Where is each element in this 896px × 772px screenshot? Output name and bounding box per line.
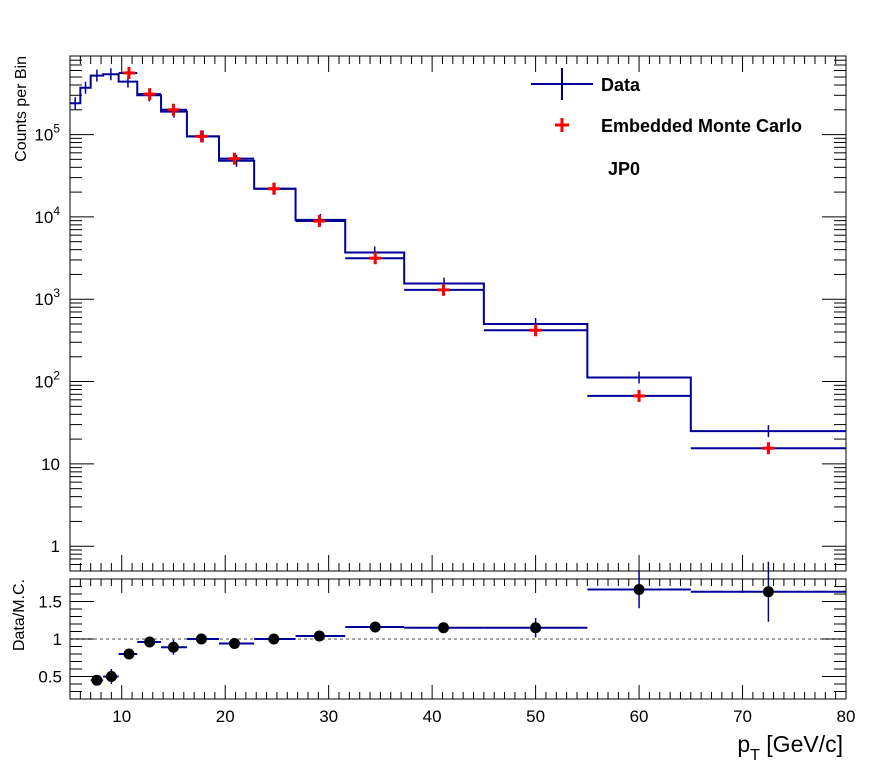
x-axis-title: pT [GeV/c] bbox=[737, 731, 843, 764]
ratio-point-marker bbox=[633, 584, 645, 595]
main-y-tick-label-base: 1 bbox=[51, 537, 60, 556]
ratio-point bbox=[587, 570, 691, 609]
data-step-line bbox=[70, 73, 846, 433]
x-tick-label: 10 bbox=[112, 707, 131, 726]
mc-point bbox=[267, 182, 280, 195]
ratio-y-tick-label: 1 bbox=[53, 630, 62, 649]
ratio-point-marker bbox=[123, 648, 135, 660]
x-tick-label: 80 bbox=[837, 707, 856, 726]
main-y-tick-label: 10 bbox=[41, 455, 60, 474]
x-tick-label: 40 bbox=[423, 707, 442, 726]
mc-point bbox=[762, 442, 775, 455]
main-y-tick-label-base: 10 bbox=[34, 373, 53, 392]
main-y-tick-label-base: 10 bbox=[34, 126, 53, 145]
ratio-point-marker bbox=[91, 674, 103, 686]
ratio-y-axis-title: Data/M.C. bbox=[11, 579, 28, 651]
mc-point bbox=[529, 324, 542, 337]
x-axis-title-main: p bbox=[737, 731, 750, 757]
ratio-point bbox=[254, 633, 296, 645]
ratio-point bbox=[161, 639, 187, 655]
ratio-y-tick-labels: 0.5 1 1.5 bbox=[38, 593, 62, 687]
mc-point bbox=[369, 252, 382, 265]
ratio-point-marker bbox=[762, 586, 774, 598]
main-y-tick-label: 102 bbox=[34, 369, 60, 392]
ratio-point-marker bbox=[167, 641, 179, 653]
x-tick-label: 60 bbox=[630, 707, 649, 726]
ratio-point-marker bbox=[195, 633, 207, 645]
main-y-tick-label-base: 10 bbox=[34, 208, 53, 227]
x-tick-label: 70 bbox=[733, 707, 752, 726]
main-y-tick-label-exponent: 5 bbox=[53, 122, 60, 136]
main-y-tick-label: 105 bbox=[34, 122, 60, 145]
ratio-point-marker bbox=[530, 622, 542, 634]
annotation-jp0: JP0 bbox=[608, 159, 640, 179]
ratio-point bbox=[103, 669, 119, 684]
ratio-point-marker bbox=[144, 636, 156, 648]
main-y-tick-label-base: 10 bbox=[41, 455, 60, 474]
main-series bbox=[70, 66, 846, 455]
x-tick-label: 20 bbox=[216, 707, 235, 726]
ratio-point-marker bbox=[438, 622, 450, 634]
main-plot-frame bbox=[69, 55, 847, 572]
ratio-point bbox=[404, 622, 484, 634]
ratio-panel: 0.5 1 1.5 10 20 30 40 50 60 70 80 Data/M.C. pT [G… bbox=[11, 561, 855, 764]
ratio-point-marker bbox=[229, 638, 241, 649]
main-y-axis-title: Counts per Bin bbox=[13, 56, 30, 162]
main-y-tick-label: 104 bbox=[34, 204, 60, 227]
main-y-tick-label-exponent: 4 bbox=[53, 204, 60, 218]
ratio-point bbox=[483, 618, 588, 638]
ratio-point-marker bbox=[369, 621, 381, 633]
ratio-point bbox=[690, 561, 846, 622]
ratio-point bbox=[90, 674, 104, 686]
ratio-axis-ticks bbox=[69, 578, 847, 700]
x-tick-label: 50 bbox=[526, 707, 545, 726]
ratio-point bbox=[186, 633, 219, 645]
legend-mc-label: Embedded Monte Carlo bbox=[601, 116, 802, 136]
ratio-point bbox=[345, 621, 405, 633]
x-axis-title-sub: T bbox=[750, 747, 760, 764]
ratio-point bbox=[118, 648, 138, 660]
mc-point bbox=[437, 283, 450, 296]
main-y-tick-label: 1 bbox=[51, 537, 60, 556]
ratio-series bbox=[90, 561, 846, 686]
main-axis-ticks bbox=[69, 55, 847, 572]
mc-point bbox=[195, 130, 208, 143]
mc-point bbox=[313, 215, 326, 228]
ratio-y-tick-label: 0.5 bbox=[38, 668, 62, 687]
x-tick-labels: 10 20 30 40 50 60 70 80 bbox=[112, 707, 855, 726]
mc-point bbox=[143, 88, 156, 101]
ratio-point-marker bbox=[313, 630, 325, 642]
mc-point bbox=[122, 66, 135, 79]
mc-point bbox=[167, 103, 180, 116]
main-y-tick-label-exponent: 2 bbox=[53, 369, 60, 383]
main-y-tick-label-base: 10 bbox=[34, 290, 53, 309]
ratio-point bbox=[218, 638, 255, 649]
main-y-tick-label-exponent: 3 bbox=[53, 286, 60, 300]
mc-point bbox=[633, 389, 646, 402]
ratio-point-marker bbox=[268, 633, 280, 645]
ratio-point bbox=[137, 636, 162, 648]
main-y-tick-label: 103 bbox=[34, 286, 60, 309]
ratio-point bbox=[295, 630, 346, 642]
x-tick-label: 30 bbox=[319, 707, 338, 726]
mc-point bbox=[228, 152, 241, 165]
x-axis-title-units: [GeV/c] bbox=[760, 731, 843, 757]
legend: Data Embedded Monte Carlo bbox=[531, 68, 802, 136]
ratio-y-tick-label: 1.5 bbox=[38, 593, 62, 612]
ratio-point-marker bbox=[105, 671, 117, 682]
legend-data-label: Data bbox=[601, 75, 641, 95]
